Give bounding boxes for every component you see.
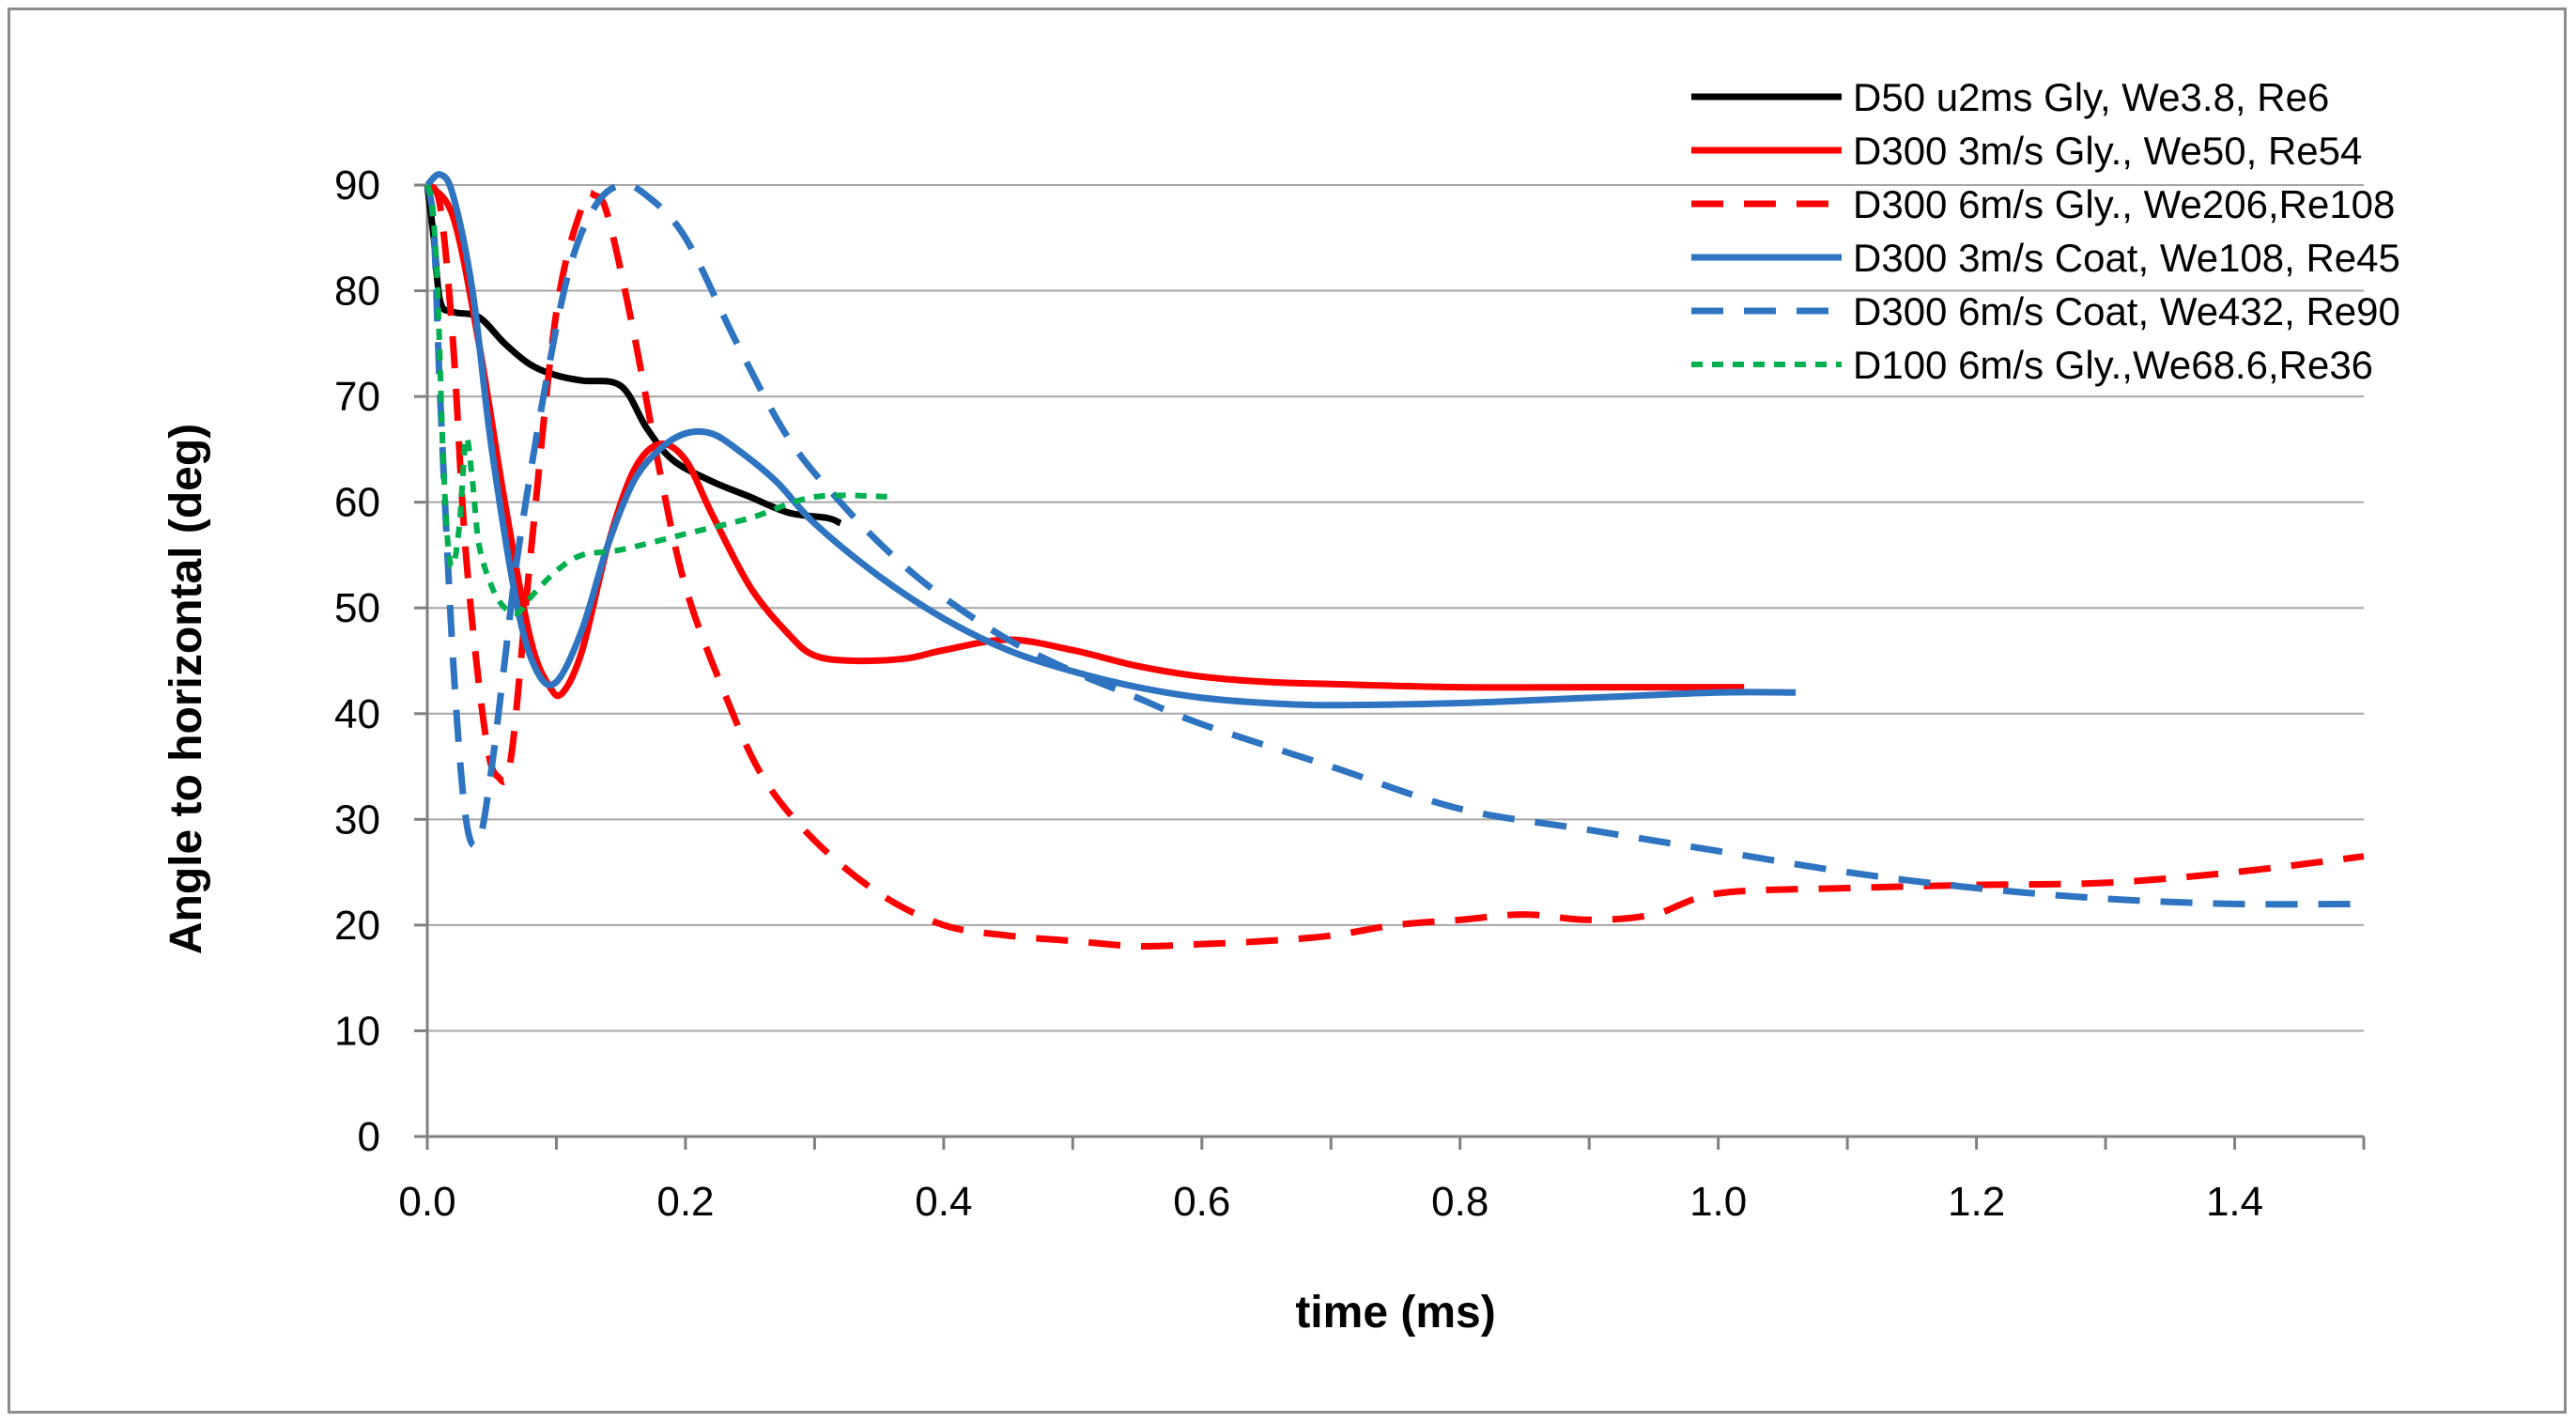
series-line-5 bbox=[424, 181, 2365, 908]
y-tick-label: 70 bbox=[334, 374, 380, 420]
y-tick-label: 50 bbox=[334, 585, 380, 631]
legend-label-4: D300 3m/s Coat, We108, Re45 bbox=[1853, 236, 2400, 280]
y-tick-label: 30 bbox=[334, 797, 380, 843]
legend-label-3: D300 6m/s Gly., We206,Re108 bbox=[1853, 182, 2395, 226]
y-tick-label: 20 bbox=[334, 903, 380, 949]
y-tick-label: 40 bbox=[334, 691, 380, 737]
y-tick-label: 80 bbox=[334, 269, 380, 315]
x-tick-label: 0.4 bbox=[915, 1179, 972, 1225]
y-tick-label: 90 bbox=[334, 162, 380, 209]
y-tick-label: 0 bbox=[358, 1114, 380, 1160]
legend-label-6: D100 6m/s Gly.,We68.6,Re36 bbox=[1853, 343, 2373, 387]
legend-label-2: D300 3m/s Gly., We50, Re54 bbox=[1853, 129, 2362, 173]
x-tick-label: 0.0 bbox=[398, 1179, 455, 1225]
series-lines bbox=[424, 171, 2365, 951]
x-tick-labels: 0.0 0.2 0.4 0.6 0.8 1.0 1.2 1.4 bbox=[398, 1179, 2263, 1225]
x-tick-label: 0.2 bbox=[656, 1179, 714, 1225]
y-tick-label: 60 bbox=[334, 480, 380, 526]
y-tick-label: 10 bbox=[334, 1008, 380, 1054]
axes bbox=[414, 183, 2366, 1150]
x-tick-label: 1.2 bbox=[1948, 1179, 2005, 1225]
x-tick-label: 0.8 bbox=[1431, 1179, 1489, 1225]
y-axis-title: Angle to horizontal (deg) bbox=[162, 424, 211, 954]
x-tick-label: 1.4 bbox=[2206, 1179, 2263, 1225]
gridlines bbox=[427, 184, 2364, 1032]
x-tick-label: 1.0 bbox=[1689, 1179, 1747, 1225]
legend-label-1: D50 u2ms Gly, We3.8, Re6 bbox=[1853, 75, 2329, 119]
y-tick-labels: 0 10 20 30 40 50 60 70 80 90 bbox=[334, 162, 380, 1160]
legend: D50 u2ms Gly, We3.8, Re6 D300 3m/s Gly., … bbox=[1691, 75, 2400, 387]
series-line-2 bbox=[424, 182, 1745, 700]
series-line-4 bbox=[424, 171, 1797, 709]
series-line-3 bbox=[424, 182, 2365, 951]
series-line-1 bbox=[424, 184, 842, 527]
x-axis-title: time (ms) bbox=[1295, 1288, 1495, 1338]
chart-frame: 0 10 20 30 40 50 60 70 80 90 0.0 0.2 0.4 0.6 0.8 1.0 1.… bbox=[8, 8, 2567, 1414]
series-line-6 bbox=[424, 184, 892, 617]
line-chart: 0 10 20 30 40 50 60 70 80 90 0.0 0.2 0.4 0.6 0.8 1.0 1.… bbox=[162, 75, 2400, 1338]
legend-label-5: D300 6m/s Coat, We432, Re90 bbox=[1853, 289, 2400, 333]
x-tick-label: 0.6 bbox=[1173, 1179, 1230, 1225]
